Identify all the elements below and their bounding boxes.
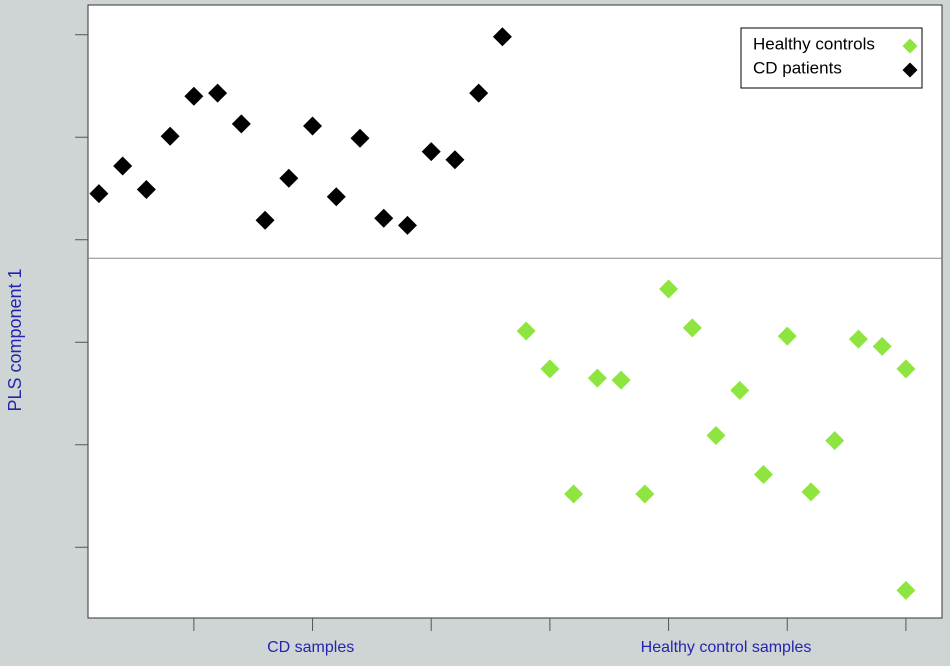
legend-marker xyxy=(902,38,918,54)
point xyxy=(896,580,916,600)
point xyxy=(706,426,726,446)
point xyxy=(160,126,180,146)
point xyxy=(397,215,417,235)
plot-area xyxy=(87,4,943,619)
point xyxy=(113,156,133,176)
point xyxy=(635,484,655,504)
point xyxy=(682,318,702,338)
point xyxy=(825,431,845,451)
point xyxy=(848,329,868,349)
point xyxy=(516,321,536,341)
x-group-label: Healthy control samples xyxy=(641,639,812,656)
point xyxy=(184,86,204,106)
point xyxy=(587,368,607,388)
x-group-label: CD samples xyxy=(267,639,354,656)
point xyxy=(374,208,394,228)
legend-box xyxy=(740,27,923,89)
point xyxy=(279,168,299,188)
point xyxy=(326,187,346,207)
point xyxy=(730,380,750,400)
point xyxy=(896,359,916,379)
y-axis-label: PLS component 1 xyxy=(5,268,25,411)
point xyxy=(801,482,821,502)
point xyxy=(872,336,892,356)
legend-label: CD patients xyxy=(753,58,842,77)
point xyxy=(208,83,228,103)
point xyxy=(445,150,465,170)
point xyxy=(659,279,679,299)
point xyxy=(777,326,797,346)
point xyxy=(303,116,323,136)
legend-marker xyxy=(902,62,918,78)
point xyxy=(136,180,156,200)
point xyxy=(421,142,441,162)
point xyxy=(255,210,275,230)
point xyxy=(540,359,560,379)
point xyxy=(89,184,109,204)
point xyxy=(611,370,631,390)
point xyxy=(469,83,489,103)
legend-label: Healthy controls xyxy=(753,34,875,53)
point xyxy=(350,128,370,148)
point xyxy=(564,484,584,504)
point xyxy=(754,464,774,484)
point xyxy=(492,27,512,47)
point xyxy=(231,114,251,134)
